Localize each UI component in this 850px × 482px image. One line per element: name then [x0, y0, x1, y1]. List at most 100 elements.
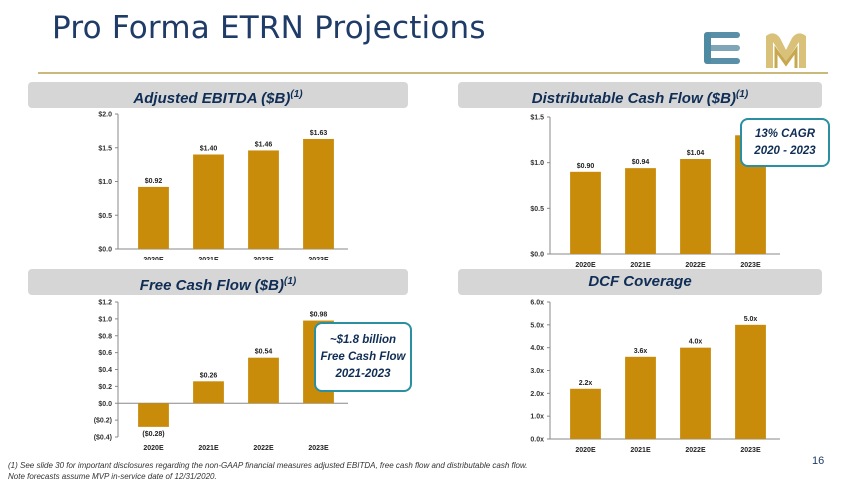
y-tick-label: ($0.4): [94, 435, 112, 442]
callout-line: ~$1.8 billion: [329, 333, 397, 346]
distributable-cash-flow-chart: $0.0 $0.5 $1.0 $1.5 $0.90 2020E $0.94 2021E $1.0…: [530, 115, 780, 268]
x-tick-label: 2020E: [143, 257, 164, 260]
banner-label: Distributable Cash Flow ($B): [531, 90, 736, 107]
y-tick-label: 5.0x: [530, 322, 544, 329]
x-tick-label: 2022E: [685, 262, 706, 268]
bar: [625, 168, 656, 254]
y-tick-label: $0.5: [530, 206, 544, 213]
banner-label: DCF Coverage: [588, 273, 692, 290]
banner-dcf-coverage: DCF Coverage: [458, 269, 822, 295]
data-label: $0.92: [145, 178, 163, 185]
y-tick-label: 0.0x: [530, 437, 544, 444]
data-label: 2.2x: [579, 380, 593, 387]
x-tick-label: 2020E: [575, 262, 596, 268]
mvp-logo: [766, 33, 806, 68]
y-tick-label: $1.5: [98, 145, 112, 152]
bar: [570, 171, 601, 254]
x-tick-label: 2022E: [685, 447, 706, 454]
y-tick-label: $2.0: [98, 112, 112, 119]
y-tick-label: 2.0x: [530, 391, 544, 398]
y-tick-label: $0.8: [98, 333, 112, 340]
banner-label: Free Cash Flow ($B): [139, 277, 284, 294]
y-tick-label: $1.0: [98, 179, 112, 186]
y-tick-label: $1.2: [98, 300, 112, 307]
y-tick-label: ($0.2): [94, 418, 112, 425]
callout-line: 2020 - 2023: [754, 144, 816, 157]
bar: [570, 388, 601, 439]
cagr-callout: 13% CAGR 2020 - 2023: [740, 118, 830, 167]
page-title: Pro Forma ETRN Projections: [52, 10, 486, 46]
y-tick-label: 1.0x: [530, 414, 544, 421]
x-tick-label: 2020E: [575, 447, 596, 454]
footnote: (1) See slide 30 for important disclosur…: [8, 460, 528, 482]
bar: [625, 356, 656, 439]
data-label: $0.54: [255, 349, 273, 356]
data-label: 4.0x: [689, 339, 703, 346]
footnote-marker: (1): [283, 276, 297, 287]
footnote-marker: (1): [735, 89, 749, 100]
y-tick-label: $0.4: [98, 367, 112, 374]
y-tick-label: $0.6: [98, 350, 112, 357]
dcf-coverage-chart: 0.0x 1.0x 2.0x 3.0x 4.0x 5.0x 6.0x 2.2x 2020E 3.6…: [530, 300, 780, 454]
footnote-line: Note forecasts assume MVP in-service dat…: [8, 472, 217, 481]
bar: [248, 150, 279, 249]
x-tick-label: 2022E: [253, 445, 274, 452]
bar: [735, 324, 766, 439]
bar: [193, 154, 224, 249]
data-label: 5.0x: [744, 316, 758, 323]
x-tick-label: 2021E: [198, 445, 219, 452]
x-tick-label: 2023E: [740, 447, 761, 454]
x-tick-label: 2021E: [198, 257, 219, 260]
bar: [680, 159, 711, 254]
etrn-logo: [704, 32, 740, 64]
x-tick-label: 2022E: [253, 257, 274, 260]
callout-line: 2021-2023: [335, 367, 391, 380]
callout-line: 13% CAGR: [754, 127, 816, 140]
data-label: $0.94: [632, 159, 650, 166]
free-cash-flow-chart: ($0.4) ($0.2) $0.0 $0.2 $0.4 $0.6 $0.8 $1.0 $1.2…: [94, 300, 348, 452]
banner-free-cash-flow: Free Cash Flow ($B)(1): [28, 269, 408, 295]
y-tick-label: $0.0: [98, 247, 112, 254]
x-tick-label: 2020E: [143, 445, 164, 452]
data-label: $1.63: [310, 130, 328, 137]
y-tick-label: $0.5: [98, 213, 112, 220]
x-tick-label: 2021E: [630, 447, 651, 454]
data-label: $0.90: [577, 163, 595, 170]
data-label: $1.04: [687, 150, 705, 157]
x-tick-label: 2021E: [630, 262, 651, 268]
bar: [138, 186, 169, 249]
data-label: 3.6x: [634, 348, 648, 355]
fcf-total-callout: ~$1.8 billion Free Cash Flow 2021-2023: [314, 322, 412, 392]
adjusted-ebitda-chart: $0.0 $0.5 $1.0 $1.5 $2.0 $0.92 2020E $1.40 2021E…: [98, 112, 348, 260]
x-tick-label: 2023E: [740, 262, 761, 268]
y-tick-label: 4.0x: [530, 345, 544, 352]
banner-adjusted-ebitda: Adjusted EBITDA ($B)(1): [28, 82, 408, 108]
banner-label: Adjusted EBITDA ($B): [133, 90, 291, 107]
page-number: 16: [812, 455, 825, 467]
y-tick-label: 3.0x: [530, 368, 544, 375]
y-tick-label: $1.0: [530, 160, 544, 167]
y-tick-label: $0.0: [530, 252, 544, 259]
bar: [248, 357, 279, 404]
y-tick-label: $0.0: [98, 401, 112, 408]
footnote-line: (1) See slide 30 for important disclosur…: [8, 461, 528, 470]
data-label: $0.26: [200, 372, 218, 379]
x-tick-label: 2023E: [308, 445, 329, 452]
title-divider: [38, 72, 828, 74]
y-tick-label: $0.2: [98, 384, 112, 391]
y-tick-label: $1.0: [98, 316, 112, 323]
bar: [303, 138, 334, 249]
bar: [193, 381, 224, 404]
footnote-marker: (1): [290, 89, 303, 100]
bar: [680, 347, 711, 439]
banner-distributable-cash-flow: Distributable Cash Flow ($B)(1): [458, 82, 822, 108]
data-label: $0.98: [310, 312, 328, 319]
y-tick-label: $1.5: [530, 115, 544, 122]
data-label: $1.40: [200, 146, 218, 153]
y-tick-label: 6.0x: [530, 300, 544, 307]
callout-line: Free Cash Flow: [320, 350, 406, 363]
data-label: $1.46: [255, 141, 273, 148]
data-label: ($0.28): [142, 431, 164, 438]
x-tick-label: 2023E: [308, 257, 329, 260]
bar: [138, 403, 169, 427]
